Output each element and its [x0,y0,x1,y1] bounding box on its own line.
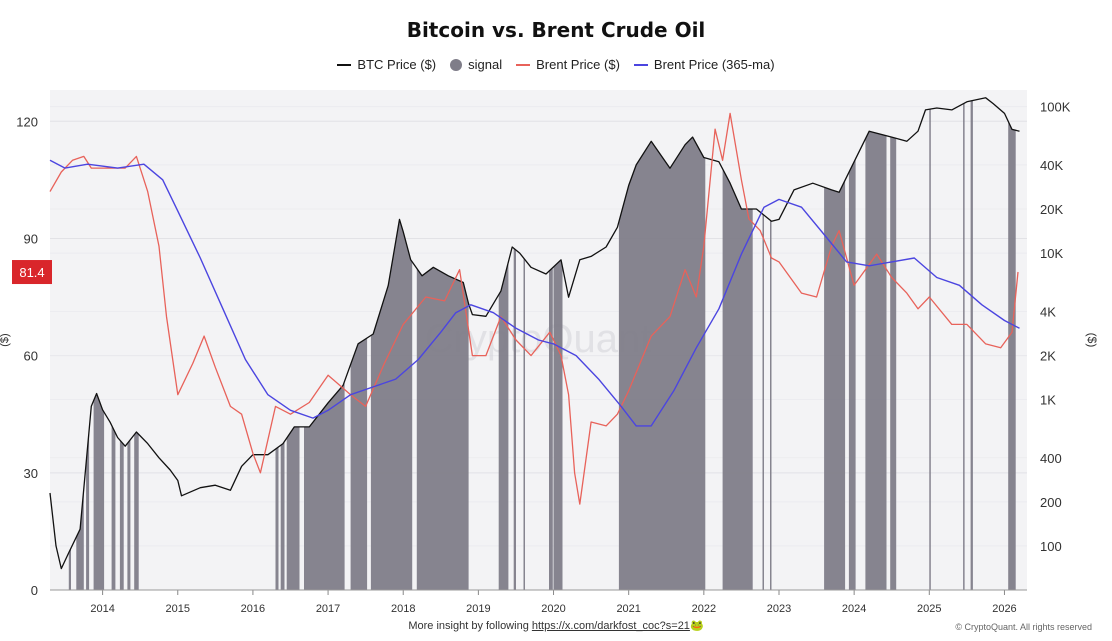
footer-text: More insight by following [408,620,529,632]
signal-area-9 [280,441,285,590]
legend-label-signal: signal [468,57,503,72]
signal-area-14 [416,267,469,590]
x-tick-label-7: 2021 [616,603,640,615]
x-tick-label-5: 2019 [466,603,490,615]
signal-area-26 [865,131,887,590]
legend-swatch-brent [516,63,531,66]
left-tick-label-3: 90 [24,231,38,246]
signal-area-20 [618,137,706,591]
signal-area-29 [963,103,965,590]
x-tick-label-11: 2025 [917,603,941,615]
x-tick-label-10: 2024 [842,603,866,615]
legend: BTC Price ($) signal Brent Price ($) Bre… [0,57,1112,72]
signal-area-3 [93,393,105,590]
left-tick-label-0: 0 [31,583,38,598]
right-tick-label-0: 100 [1040,539,1062,554]
signal-area-19 [553,259,563,590]
right-tick-label-2: 400 [1040,451,1062,466]
left-tick-label-2: 60 [24,349,38,364]
x-tick-label-3: 2017 [316,603,340,615]
brent-ma-line [49,159,1020,427]
x-tick-label-1: 2015 [166,603,190,615]
legend-item-brent[interactable]: Brent Price ($) [516,57,620,72]
signal-area-11 [304,381,345,590]
x-tick-label-12: 2026 [992,603,1016,615]
btc-price-line [49,97,1020,570]
right-tick-label-6: 10K [1040,246,1063,261]
signal-area-21 [722,169,753,590]
signal-area-4 [111,425,116,590]
signal-area-5 [119,440,124,590]
signal-area-18 [549,267,553,590]
left-tick-label-4: 120 [16,114,38,129]
footer-link[interactable]: https://x.com/darkfost_coc?s=21 [531,620,690,632]
legend-swatch-btc [337,63,352,66]
right-tick-label-8: 40K [1040,158,1063,173]
legend-swatch-signal [450,58,463,71]
current-value-label: 81.4 [19,265,44,280]
legend-swatch-brent-ma [633,63,648,66]
signal-area-13 [370,219,413,590]
right-tick-label-4: 2K [1040,348,1056,363]
x-tick-label-8: 2022 [692,603,716,615]
legend-label-btc: BTC Price ($) [357,57,437,72]
signal-area-28 [929,109,931,590]
x-tick-label-0: 2014 [90,603,114,615]
signal-area-25 [848,158,856,591]
frog-icon: 🐸 [689,620,704,632]
signal-area-16 [513,248,516,590]
right-tick-label-7: 20K [1040,202,1063,217]
x-tick-label-4: 2018 [391,603,415,615]
x-tick-label-2: 2016 [241,603,265,615]
right-tick-label-1: 200 [1040,495,1062,510]
right-tick-label-3: 1K [1040,393,1056,408]
right-tick-label-5: 4K [1040,304,1056,319]
brent-price-line [49,112,1019,505]
x-tick-label-9: 2023 [767,603,791,615]
legend-item-btc[interactable]: BTC Price ($) [337,57,436,72]
chart-title: Bitcoin vs. Brent Crude Oil [406,18,706,42]
right-axis-label: ($) [1085,333,1099,348]
signal-area-23 [770,220,772,590]
signal-area-27 [890,136,897,590]
signal-area-7 [134,432,139,590]
signal-area-0 [68,547,71,590]
legend-label-brent: Brent Price ($) [536,57,620,72]
signal-area-10 [286,426,300,590]
footer-note: More insight by following https://x.com/… [0,619,1112,632]
signal-area-6 [127,439,131,590]
signal-area-17 [523,257,525,590]
right-tick-label-9: 100K [1040,100,1071,115]
legend-item-signal[interactable]: signal [450,57,502,72]
signal-area-22 [762,213,764,590]
legend-item-brent-ma[interactable]: Brent Price (365-ma) [633,57,775,72]
signal-area-24 [824,180,846,590]
left-tick-label-1: 30 [24,466,38,481]
left-axis-label: ($) [0,333,11,346]
signal-area-8 [275,446,279,590]
signal-area-30 [970,100,973,590]
legend-label-brent-ma: Brent Price (365-ma) [653,57,775,72]
copyright: © CryptoQuant. All rights reserved [955,622,1092,632]
x-tick-label-6: 2020 [541,603,565,615]
signal-area-2 [86,430,90,590]
current-value-badge [12,260,52,285]
signal-area-12 [350,338,368,590]
signal-area-31 [1008,121,1016,591]
signal-area-15 [498,261,509,590]
